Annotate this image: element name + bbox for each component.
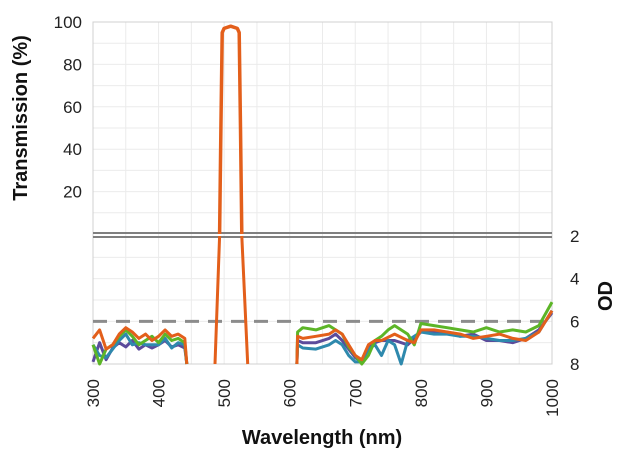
- x-tick-labels: 300 400 500 600 700 800 900 1000: [84, 379, 562, 417]
- x-tick-label: 300: [84, 379, 103, 407]
- left-y-tick-label: 20: [63, 183, 82, 202]
- x-axis-title: Wavelength (nm): [242, 427, 402, 449]
- x-tick-label: 800: [412, 379, 431, 407]
- right-y-tick-labels: 2 4 6 8: [570, 227, 579, 374]
- left-y-tick-label: 60: [63, 98, 82, 117]
- gridlines: [92, 22, 553, 364]
- right-y-tick-label: 6: [570, 312, 579, 331]
- x-tick-label: 600: [281, 379, 300, 407]
- series-lines: [91, 24, 554, 366]
- y-axis-title-right: OD: [595, 281, 617, 311]
- right-y-tick-label: 8: [570, 355, 579, 374]
- x-tick-label: 900: [477, 379, 496, 407]
- x-tick-label: 400: [150, 379, 169, 407]
- x-tick-label: 700: [346, 379, 365, 407]
- x-tick-label: 1000: [543, 379, 562, 417]
- right-y-tick-label: 4: [570, 270, 579, 289]
- left-y-tick-label: 80: [63, 55, 82, 74]
- series-orange-od-line: [91, 235, 554, 365]
- left-y-tick-label: 40: [63, 140, 82, 159]
- x-tick-label: 500: [215, 379, 234, 407]
- left-y-tick-label: 100: [54, 13, 82, 32]
- y-axis-title-left: Transmission (%): [10, 35, 32, 201]
- left-y-tick-labels: 20 40 60 80 100: [54, 13, 82, 202]
- right-y-tick-label: 2: [570, 227, 579, 246]
- plot-frame: [92, 21, 553, 365]
- series-orange-transmission-line: [217, 24, 244, 235]
